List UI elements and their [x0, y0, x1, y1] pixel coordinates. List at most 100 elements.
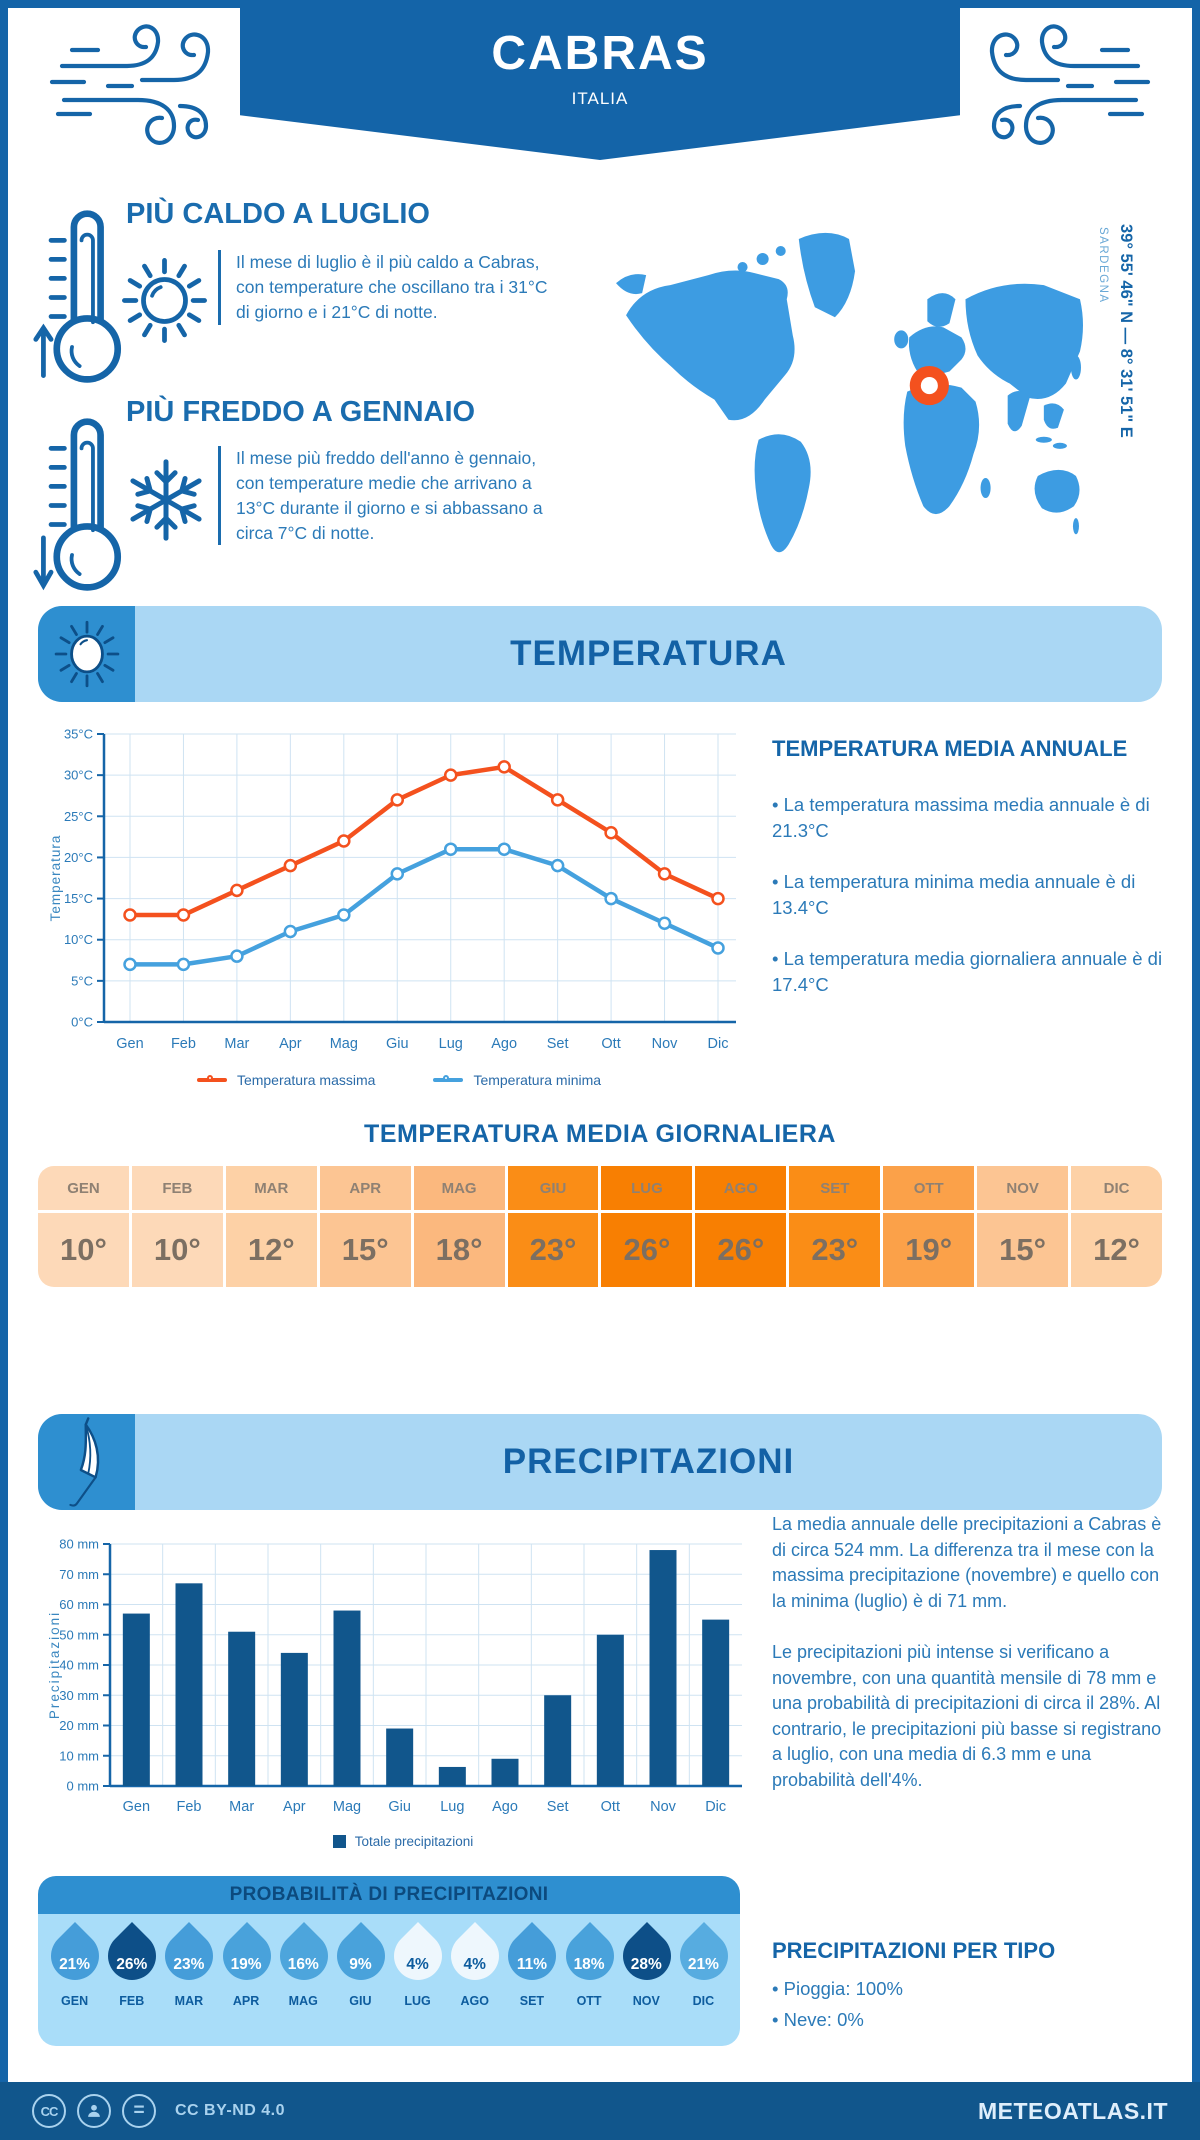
probability-value: 19% — [230, 1956, 262, 1973]
probability-value: 21% — [59, 1956, 91, 1973]
svg-text:80 mm: 80 mm — [59, 1537, 99, 1552]
probability-drop-cell: 21% DIC — [669, 1920, 738, 2046]
cc-icon: CC — [32, 2094, 66, 2128]
probability-value: 26% — [116, 1956, 148, 1973]
svg-text:Mag: Mag — [333, 1799, 361, 1815]
temperature-section-title: TEMPERATURA — [510, 634, 787, 673]
probability-value: 4% — [406, 1956, 429, 1973]
raindrop-wrap: 21% — [41, 1920, 110, 1992]
svg-text:Ott: Ott — [601, 1036, 620, 1052]
svg-text:Nov: Nov — [650, 1799, 677, 1815]
precipitation-section-title: PRECIPITAZIONI — [502, 1442, 795, 1481]
temperature-section-banner: TEMPERATURA — [38, 606, 1162, 702]
table-value-cell: 15° — [319, 1213, 411, 1287]
svg-text:0°C: 0°C — [71, 1015, 93, 1030]
precipitation-section-banner: PRECIPITAZIONI — [38, 1414, 1162, 1510]
temperature-chart-legend: Temperatura massima Temperatura minima — [46, 1072, 752, 1088]
precipitation-chart-legend: Totale precipitazioni — [46, 1834, 760, 1849]
table-month-cell: FEB — [131, 1166, 223, 1210]
raindrop-wrap: 23% — [155, 1920, 224, 1992]
svg-text:10 mm: 10 mm — [59, 1748, 99, 1763]
probability-drop-cell: 18% OTT — [555, 1920, 624, 2046]
svg-text:Precipitazioni: Precipitazioni — [47, 1611, 62, 1719]
world-map — [616, 232, 1083, 553]
probability-card-title: PROBABILITÀ DI PRECIPITAZIONI — [38, 1876, 740, 1914]
svg-text:Temperatura: Temperatura — [48, 835, 63, 922]
cold-section-text: Il mese più freddo dell'anno è gennaio, … — [218, 446, 563, 546]
probability-drop-cell: 9% GIU — [326, 1920, 395, 2046]
wind-icon — [49, 24, 211, 145]
svg-text:20°C: 20°C — [64, 850, 93, 865]
legend-label: Temperatura minima — [473, 1072, 602, 1088]
table-month-cell: AGO — [695, 1166, 787, 1210]
probability-month-label: MAR — [174, 1994, 204, 2008]
probability-value: 23% — [173, 1956, 205, 1973]
table-value-cell: 10° — [131, 1213, 223, 1287]
svg-text:Dic: Dic — [708, 1036, 729, 1052]
svg-text:Ago: Ago — [492, 1799, 518, 1815]
precipitation-paragraph: La media annuale delle precipitazioni a … — [772, 1514, 1162, 1611]
probability-drops-row: 21% GEN 26% FEB 23% MAR 19% APR 16% MAG 9% GIU 4% LUG… — [38, 1914, 740, 2046]
svg-text:0 mm: 0 mm — [67, 1779, 100, 1794]
svg-text:Mag: Mag — [330, 1036, 358, 1052]
svg-text:60 mm: 60 mm — [59, 1597, 99, 1612]
svg-text:Mar: Mar — [224, 1036, 249, 1052]
raindrop-wrap: 28% — [612, 1920, 681, 1992]
svg-text:Giu: Giu — [388, 1799, 411, 1815]
table-month-cell: GIU — [507, 1166, 599, 1210]
svg-text:Giu: Giu — [386, 1036, 409, 1052]
precipitation-probability-card: PROBABILITÀ DI PRECIPITAZIONI 21% GEN 26% F… — [38, 1876, 740, 2046]
legend-dot-icon — [206, 1074, 213, 1081]
table-value-cell: 23° — [507, 1213, 599, 1287]
raindrop-wrap: 16% — [269, 1920, 338, 1992]
table-month-cell: MAG — [413, 1166, 505, 1210]
by-type-item: • Pioggia: 100% — [772, 1978, 903, 1999]
legend-square-icon — [332, 1835, 346, 1848]
sun-banner-icon-box — [38, 606, 135, 702]
legend-dot-icon — [443, 1074, 450, 1081]
svg-text:Apr: Apr — [279, 1036, 302, 1052]
svg-text:Gen: Gen — [123, 1799, 150, 1815]
precipitation-by-type-title: PRECIPITAZIONI PER TIPO — [772, 1938, 1056, 1963]
probability-month-label: GIU — [349, 1994, 372, 2008]
umbrella-icon — [68, 1417, 99, 1507]
svg-text:50 mm: 50 mm — [59, 1627, 99, 1642]
sun-icon — [54, 620, 119, 688]
table-value-cell: 18° — [413, 1213, 505, 1287]
svg-text:Feb: Feb — [177, 1799, 202, 1815]
probability-month-label: DIC — [692, 1994, 715, 2008]
probability-value: 4% — [463, 1956, 486, 1973]
umbrella-banner-icon-box — [38, 1414, 135, 1510]
raindrop-wrap: 4% — [441, 1920, 510, 1992]
table-month-cell: NOV — [977, 1166, 1069, 1210]
probability-month-label: OTT — [576, 1994, 602, 2008]
probability-month-label: AGO — [460, 1994, 489, 2008]
raindrop-wrap: 18% — [555, 1920, 624, 1992]
probability-drop-cell: 4% AGO — [441, 1920, 510, 2046]
probability-drop-cell: 23% MAR — [155, 1920, 224, 2046]
daily-temperature-table: GEN FEB MAR APR MAG GIU LUG AGO SET OTT NOV DIC 10° 1… — [38, 1166, 1162, 1287]
precipitation-bar-chart: 0 mm 10 mm 20 mm 30 mm 40 mm 50 mm 60 mm 70 mm 8… — [47, 1537, 742, 1815]
probability-value: 9% — [349, 1956, 372, 1973]
daily-temperature-title: TEMPERATURA MEDIA GIORNALIERA — [364, 1120, 836, 1148]
license-group: CC = CC BY-ND 4.0 — [32, 2094, 285, 2128]
probability-value: 18% — [573, 1956, 605, 1973]
header-banner: CABRAS ITALIA — [240, 0, 960, 160]
legend-label: Temperatura massima — [236, 1072, 376, 1088]
svg-text:Mar: Mar — [229, 1799, 254, 1815]
legend-label: Totale precipitazioni — [354, 1834, 474, 1849]
svg-text:Set: Set — [547, 1799, 569, 1815]
wind-icon — [989, 24, 1151, 145]
svg-text:Feb: Feb — [171, 1036, 196, 1052]
precipitation-paragraph: Le precipitazioni più intense si verific… — [772, 1642, 1162, 1790]
annual-temperature-panel: TEMPERATURA MEDIA ANNUALE • La temperatu… — [772, 736, 1174, 997]
table-month-cell: LUG — [601, 1166, 693, 1210]
svg-text:30°C: 30°C — [64, 768, 93, 783]
page-subtitle: ITALIA — [571, 89, 629, 108]
svg-text:40 mm: 40 mm — [59, 1658, 99, 1673]
snowflake-icon — [130, 459, 202, 541]
table-month-cell: APR — [319, 1166, 411, 1210]
svg-text:70 mm: 70 mm — [59, 1567, 99, 1582]
svg-text:35°C: 35°C — [64, 727, 93, 742]
svg-text:Gen: Gen — [116, 1036, 143, 1052]
